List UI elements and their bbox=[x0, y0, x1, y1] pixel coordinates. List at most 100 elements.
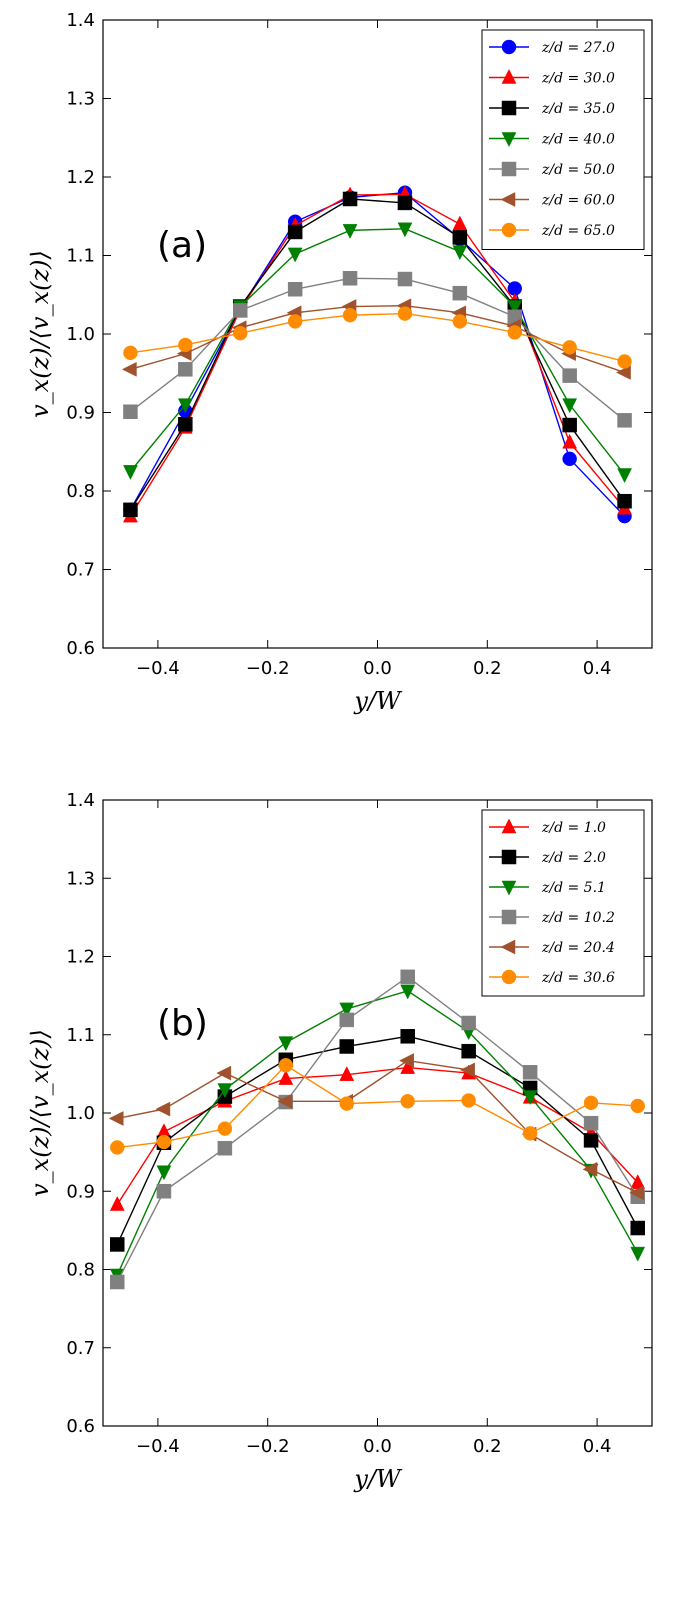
chart-b-xtick-label: −0.2 bbox=[246, 1436, 290, 1457]
chart-a-xtick-label: −0.2 bbox=[246, 658, 290, 679]
chart-b-xlabel: y/W bbox=[353, 1465, 403, 1493]
chart-b-legend-entry: z/d = 2.0 bbox=[541, 850, 606, 866]
chart-a-data-point bbox=[287, 282, 303, 297]
chart-a-ytick-label: 1.4 bbox=[66, 10, 95, 31]
chart-b-legend-marker bbox=[500, 939, 516, 955]
chart-b-xtick-label: −0.4 bbox=[136, 1436, 180, 1457]
chart-a-series-line bbox=[130, 305, 625, 374]
chart-a-series-4 bbox=[123, 271, 632, 428]
chart-b-ytick-label: 1.1 bbox=[66, 1025, 95, 1046]
chart-a-legend-entry: z/d = 40.0 bbox=[541, 132, 615, 148]
chart-a-xtick-label: −0.4 bbox=[136, 658, 180, 679]
chart-b: 0.6 0.7 0.8 0.9 1.0 1.1 1.2 1.3 1.4 −0.4 −0.2 0.0 0.… bbox=[26, 790, 653, 1493]
chart-b-data-point bbox=[400, 984, 416, 1000]
chart-a-ytick-label: 0.6 bbox=[66, 638, 95, 659]
chart-a-series-line bbox=[129, 193, 626, 517]
chart-a-xtick-label: 0.0 bbox=[363, 658, 392, 679]
chart-b-data-point bbox=[339, 1012, 355, 1028]
chart-b-data-point bbox=[400, 969, 415, 985]
chart-a-ylabel: v_x(z)/⟨v_x(z)⟩ bbox=[26, 250, 54, 418]
chart-a-data-point bbox=[615, 365, 631, 380]
chart-b-series-5 bbox=[110, 1058, 645, 1155]
chart-b-data-point bbox=[461, 1043, 476, 1059]
chart-b-data-point bbox=[630, 1098, 645, 1114]
chart-a-data-point bbox=[452, 215, 468, 231]
chart-b-data-point bbox=[155, 1101, 171, 1117]
chart-a-data-point bbox=[562, 417, 577, 433]
chart-b-data-point bbox=[217, 1083, 233, 1099]
chart-a-legend: z/d = 27.0 z/d = 30.0 z/d = 35.0 z/d = 40.0… bbox=[481, 29, 645, 250]
chart-a-plot-frame bbox=[102, 19, 653, 649]
chart-a-data-point bbox=[123, 404, 138, 419]
chart-b-data-point bbox=[109, 1195, 125, 1211]
chart-b-legend: z/d = 1.0 z/d = 2.0 z/d = 5.1 z/d = 10.2 z/d… bbox=[481, 809, 645, 997]
chart-a-data-point bbox=[123, 345, 138, 361]
chart-a-legend-entry: z/d = 27.0 bbox=[541, 40, 615, 56]
chart-b-data-point bbox=[522, 1090, 538, 1106]
chart-b-panel-label: (b) bbox=[157, 1003, 208, 1044]
chart-b-ytick-label: 1.3 bbox=[66, 868, 95, 889]
chart-b-ytick-label: 0.8 bbox=[66, 1260, 95, 1281]
chart-b-xtick-label: 0.2 bbox=[473, 1436, 502, 1457]
chart-b-data-point bbox=[522, 1126, 538, 1141]
chart-b-data-point bbox=[400, 1029, 415, 1044]
chart-a-series-line bbox=[129, 198, 626, 511]
chart-a-data-point bbox=[233, 303, 248, 318]
chart-a-data-point bbox=[342, 224, 358, 239]
chart-a-ytick-label: 0.8 bbox=[66, 481, 95, 502]
chart-b-data-point bbox=[399, 1053, 414, 1068]
chart-b-data-point bbox=[156, 1165, 172, 1181]
chart-a-legend-marker bbox=[501, 68, 517, 84]
chart-b-data-point bbox=[156, 1184, 172, 1199]
chart-a-data-point bbox=[123, 502, 138, 518]
chart-b-legend-marker bbox=[501, 849, 517, 865]
chart-b-data-point bbox=[583, 1133, 599, 1148]
chart-a-data-point bbox=[233, 325, 248, 341]
chart-a-data-point bbox=[178, 417, 193, 432]
chart-b-data-point bbox=[339, 1002, 355, 1018]
chart-b-legend-marker bbox=[501, 818, 517, 834]
chart-a-data-point bbox=[452, 245, 468, 261]
chart-b-data-point bbox=[630, 1246, 646, 1262]
chart-b-series-1 bbox=[110, 1029, 645, 1252]
chart-b-xtick-label: 0.4 bbox=[583, 1436, 612, 1457]
chart-b-data-point bbox=[339, 1039, 355, 1054]
chart-b-data-point bbox=[110, 1237, 125, 1252]
chart-a-data-point bbox=[562, 340, 577, 355]
chart-a-legend-marker bbox=[501, 161, 517, 177]
chart-b-data-point bbox=[278, 1058, 294, 1073]
chart-b-legend-marker bbox=[501, 969, 517, 985]
chart-a-data-point bbox=[287, 314, 303, 329]
chart-a-data-point bbox=[177, 398, 193, 414]
chart-a-ytick-label: 1.3 bbox=[66, 89, 95, 110]
chart-a-data-point bbox=[287, 247, 303, 263]
chart-a-data-point bbox=[178, 362, 193, 377]
chart-a-data-point bbox=[342, 271, 358, 286]
chart-b-data-point bbox=[156, 1134, 172, 1150]
chart-b-data-point bbox=[278, 1070, 294, 1085]
chart-a-xlabel: y/W bbox=[353, 687, 403, 715]
chart-b-legend-entry: z/d = 5.1 bbox=[541, 880, 606, 896]
chart-a-data-point bbox=[452, 285, 468, 301]
chart-a-data-point bbox=[617, 354, 632, 369]
chart-a-legend-marker bbox=[501, 100, 517, 116]
chart-b-data-point bbox=[108, 1111, 124, 1126]
chart-a-legend-entry: z/d = 50.0 bbox=[541, 162, 615, 178]
chart-b-legend-entry: z/d = 20.4 bbox=[541, 940, 615, 956]
chart-b-series-line bbox=[116, 990, 639, 1276]
chart-a-data-point bbox=[617, 493, 632, 509]
chart-a-legend-entry: z/d = 30.0 bbox=[541, 71, 615, 87]
chart-a-data-point bbox=[342, 307, 358, 323]
chart-b-ytick-label: 0.9 bbox=[66, 1181, 95, 1202]
chart-b-legend-marker bbox=[501, 880, 517, 896]
chart-a-data-point bbox=[397, 195, 413, 211]
chart-a-panel-label: (a) bbox=[157, 225, 207, 266]
chart-b-data-point bbox=[630, 1220, 645, 1236]
chart-a-legend-entry: z/d = 65.0 bbox=[541, 223, 615, 239]
chart-b-series-line bbox=[116, 1066, 639, 1205]
chart-b-data-point bbox=[217, 1140, 233, 1156]
chart-a-series-line bbox=[130, 312, 625, 363]
chart-b-series-line bbox=[116, 975, 639, 1283]
chart-a-data-point bbox=[342, 191, 358, 207]
chart-a-data-point bbox=[617, 468, 632, 484]
